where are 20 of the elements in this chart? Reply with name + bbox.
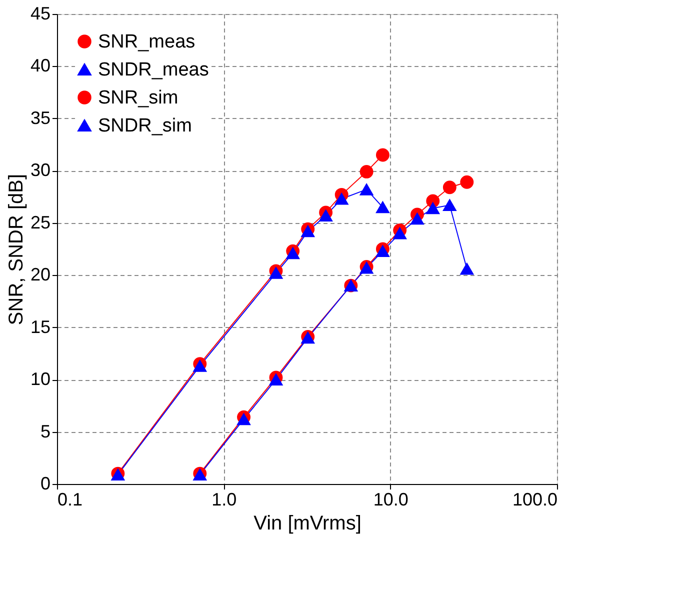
y-tick-label: 10 <box>30 369 50 390</box>
x-tick-label: 0.1 <box>58 490 83 510</box>
x-tick-label: 1.0 <box>212 490 237 510</box>
y-tick-label: 40 <box>30 56 50 76</box>
legend-label: SNR_sim <box>98 88 178 108</box>
y-tick-label: 25 <box>30 212 50 232</box>
y-axis-title: SNR, SNDR [dB] <box>5 174 28 326</box>
legend-label: SNR_meas <box>98 32 196 52</box>
legend-label: SNDR_sim <box>98 116 192 136</box>
y-tick-label: 30 <box>30 160 50 180</box>
y-tick-label: 35 <box>30 108 50 128</box>
y-tick-label: 5 <box>40 421 50 442</box>
y-tick-label: 45 <box>30 4 50 24</box>
y-tick-label: 15 <box>30 316 50 337</box>
x-tick-label: 100.0 <box>512 490 558 510</box>
x-tick-label: 10.0 <box>373 490 408 510</box>
y-tick-label: 0 <box>40 474 50 494</box>
legend-label: SNDR_meas <box>98 60 209 80</box>
x-axis-title: Vin [mVrms] <box>254 512 362 534</box>
y-tick-label: 20 <box>30 264 50 285</box>
